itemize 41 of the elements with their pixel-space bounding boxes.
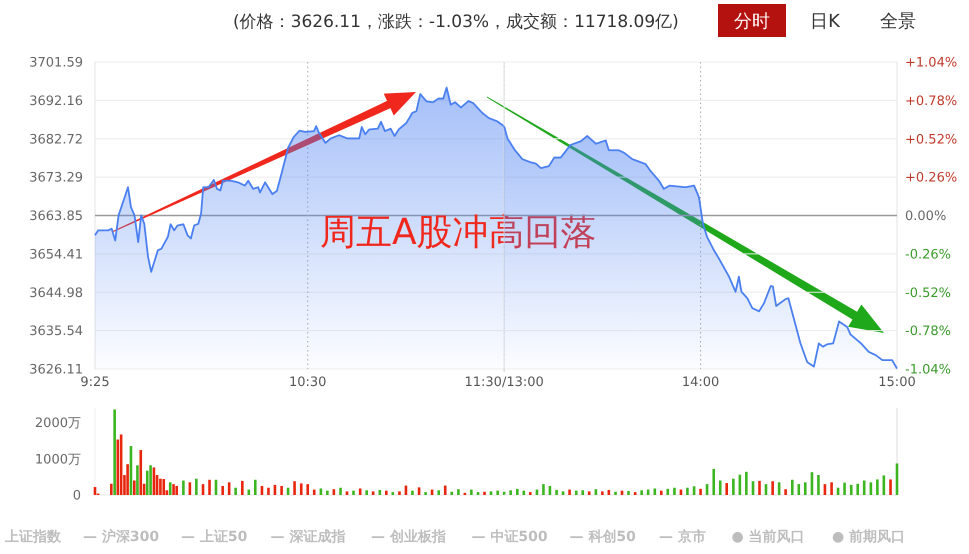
text: ● 前期风口	[832, 529, 906, 545]
text: 全景	[880, 11, 916, 32]
text: -0.26%	[905, 247, 951, 262]
y-tick-label: 3692.16	[29, 94, 83, 109]
text: — 沪深300	[83, 528, 160, 545]
x-tick-label: 14:00	[682, 375, 720, 390]
text: — 中证500	[472, 529, 548, 545]
y-tick-label: 3654.41	[29, 247, 83, 262]
text: -0.52%	[905, 286, 951, 301]
text: ● 当前风口	[732, 529, 805, 545]
annotation: 周五A股冲高回落	[320, 212, 597, 253]
text: -0.78%	[905, 324, 951, 340]
text: — 创业板指	[371, 529, 446, 545]
text: 分时	[734, 11, 770, 32]
y-tick-label: 3682.72	[29, 132, 83, 148]
text: -1.04%	[905, 362, 951, 378]
text: +1.04%	[905, 56, 958, 71]
y-tick-label: 3663.85	[29, 209, 83, 224]
text: — 上证50	[181, 529, 248, 545]
y-tick-label: 2000万	[34, 416, 81, 432]
text: (价格：3626.11，涨跌：-1.03%，成交额：11718.09亿)	[233, 12, 679, 32]
text: +0.78%	[905, 94, 958, 109]
text: — 京市	[659, 528, 706, 545]
text: 0.00%	[905, 209, 946, 224]
text: 上证指数	[4, 529, 62, 545]
y-tick-label: 3701.59	[29, 56, 83, 71]
text: — 科创50	[570, 529, 636, 545]
y-tick-label: 3635.54	[29, 324, 83, 340]
y-tick-label: 3673.29	[29, 170, 83, 186]
x-tick-label: 9:25	[80, 375, 110, 390]
text: — 深证成指	[270, 529, 346, 545]
text: +0.26%	[905, 170, 958, 186]
y-tick-label: 1000万	[34, 452, 81, 468]
x-tick-label: 15:00	[878, 375, 916, 390]
y-tick-label: 0	[72, 488, 81, 504]
x-tick-label: 10:30	[288, 375, 326, 390]
y-tick-label: 3644.98	[29, 286, 83, 301]
y-tick-label: 3626.11	[29, 362, 83, 378]
text: +0.52%	[905, 132, 958, 148]
text: 日K	[810, 11, 842, 32]
x-tick-label: 11:30/13:00	[464, 375, 544, 390]
